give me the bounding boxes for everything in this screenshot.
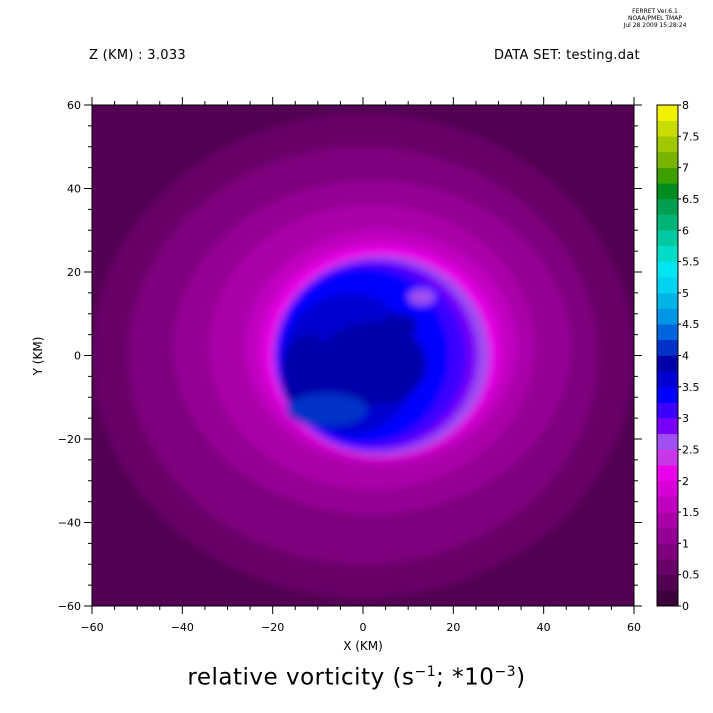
x-tick-label: 20 — [446, 621, 460, 634]
ferret-line: FERRET Ver.6.1 — [632, 8, 678, 15]
ferret-version-stamp: FERRET Ver.6.1 NOAA/PMEL TMAP Jul 28 200… — [600, 8, 710, 29]
colorbar-bin — [657, 574, 678, 591]
ferret-line: Jul 28 2009 15:28:24 — [623, 22, 687, 29]
x-tick-label: −60 — [80, 621, 103, 634]
x-tick-label: 60 — [627, 621, 641, 634]
colorbar-bin — [657, 324, 678, 341]
title-exponent-1: −1 — [414, 664, 437, 680]
colorbar-label: 3 — [682, 412, 689, 425]
colorbar-label: 2 — [682, 475, 689, 488]
colorbar-bin — [657, 449, 678, 466]
y-tick-label: 60 — [67, 99, 81, 112]
contour-region-15 — [286, 393, 368, 427]
colorbar-bin — [657, 355, 678, 372]
y-tick-label: 20 — [67, 266, 81, 279]
chart-title: relative vorticity (s−1; *10−3) — [0, 664, 713, 691]
colorbar-bin — [657, 402, 678, 419]
colorbar-bin — [657, 151, 678, 168]
y-tick-label: −60 — [58, 600, 81, 613]
y-axis-label: Y (KM) — [31, 337, 45, 377]
colorbar-bin — [657, 496, 678, 513]
colorbar-bin — [657, 480, 678, 497]
contour-region-14 — [381, 313, 418, 339]
colorbar-bin — [657, 339, 678, 356]
colorbar-bin — [657, 543, 678, 560]
colorbar-bin — [657, 465, 678, 482]
colorbar-bin — [657, 136, 678, 153]
colorbar-label: 6.5 — [682, 193, 700, 206]
colorbar-label: 7 — [682, 162, 689, 175]
colorbar-bin — [657, 590, 678, 607]
colorbar-bin — [657, 167, 678, 184]
colorbar-label: 6 — [682, 224, 689, 237]
colorbar-bin — [657, 433, 678, 450]
colorbar-bin — [657, 245, 678, 262]
colorbar-label: 4.5 — [682, 318, 700, 331]
colorbar-bin — [657, 261, 678, 278]
colorbar-bin — [657, 214, 678, 231]
colorbar-bin — [657, 230, 678, 247]
colorbar-label: 3.5 — [682, 381, 700, 394]
ferret-line: NOAA/PMEL TMAP — [628, 15, 682, 22]
plot-area — [92, 105, 634, 606]
colorbar-label: 0 — [682, 600, 689, 613]
z-level-label: Z (KM) : 3.033 — [89, 48, 186, 63]
x-tick-label: −40 — [171, 621, 194, 634]
x-tick-label: 40 — [537, 621, 551, 634]
x-axis: −60 −40 −20 0 20 40 60 — [80, 97, 641, 634]
colorbar-bin — [657, 418, 678, 435]
colorbar-bin — [657, 105, 678, 121]
colorbar-label: 5 — [682, 287, 689, 300]
y-axis: −60 −40 −20 0 20 40 60 — [58, 99, 642, 613]
title-exponent-2: −3 — [494, 664, 517, 680]
contour-region-12 — [317, 322, 427, 406]
y-tick-label: −20 — [58, 433, 81, 446]
colorbar-bin — [657, 371, 678, 388]
dataset-label: DATA SET: testing.dat — [494, 48, 640, 63]
colorbar-label: 0.5 — [682, 569, 700, 582]
y-tick-label: 0 — [74, 350, 81, 363]
colorbar-bin — [657, 277, 678, 294]
colorbar-label: 4 — [682, 350, 689, 363]
x-tick-label: 0 — [360, 621, 367, 634]
y-tick-label: 40 — [67, 183, 81, 196]
colorbar-label: 7.5 — [682, 130, 700, 143]
colorbar-bin — [657, 527, 678, 544]
colorbar-label: 2.5 — [682, 443, 700, 456]
colorbar-bin — [657, 386, 678, 403]
colorbar-bin — [657, 559, 678, 575]
colorbar-label: 8 — [682, 99, 689, 112]
colorbar: 0 0.5 1 1.5 2 2.5 3 3.5 4 4.5 5 5.5 6 6.5 7 7.5 8 — [656, 99, 700, 613]
title-end: ) — [516, 664, 526, 691]
title-base: relative vorticity (s — [187, 664, 415, 691]
contour-region-16 — [408, 288, 436, 306]
colorbar-bin — [657, 292, 678, 309]
colorbar-bin — [657, 198, 678, 215]
colorbar-label: 1.5 — [682, 506, 700, 519]
title-mid: ; *10 — [436, 664, 495, 691]
colorbar-label: 1 — [682, 537, 689, 550]
x-tick-label: −20 — [261, 621, 284, 634]
colorbar-bin — [657, 183, 678, 200]
colorbar-bin — [657, 120, 678, 137]
colorbar-bin — [657, 308, 678, 325]
y-tick-label: −40 — [58, 517, 81, 530]
colorbar-bin — [657, 512, 678, 529]
colorbar-label: 5.5 — [682, 256, 700, 269]
x-axis-label: X (KM) — [343, 639, 383, 653]
